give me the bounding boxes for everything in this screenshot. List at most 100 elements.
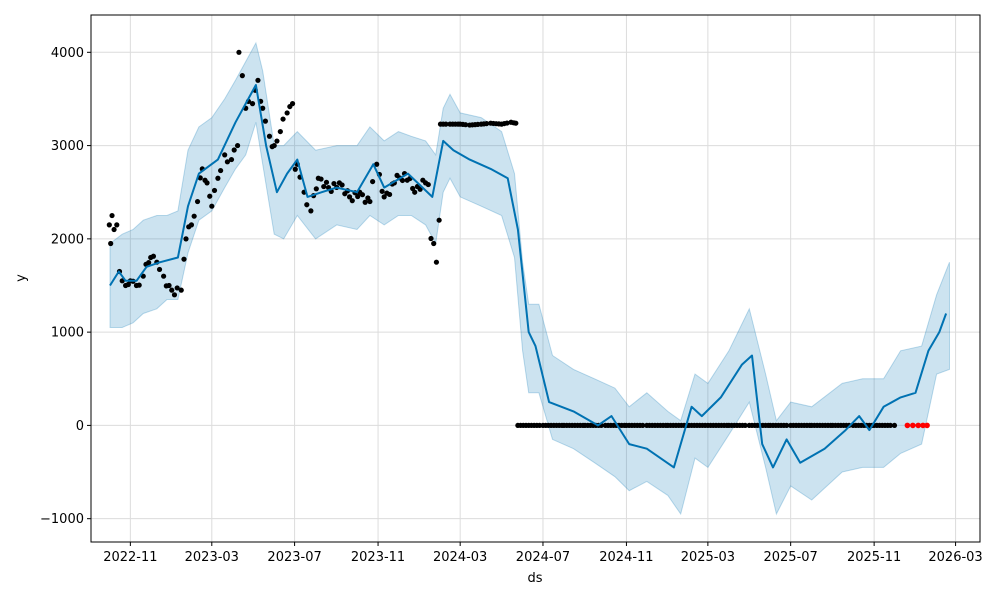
y-tick-label: 0 [76,419,84,434]
future-point [904,422,911,429]
observed-point [211,187,218,194]
observed-point [399,177,406,184]
x-tick-label: 2022-11 [103,550,157,565]
y-tick-label: 3000 [51,139,84,154]
x-tick-label: 2023-11 [351,550,405,565]
observed-point [425,181,431,188]
observed-point [355,193,361,200]
x-axis-label: ds [527,571,542,586]
observed-point [106,222,112,228]
x-tick-label: 2023-03 [185,550,239,565]
observed-point [362,199,368,205]
observed-point [428,235,434,242]
observed-point [274,138,280,144]
future-points [904,422,930,429]
observed-point [280,116,286,122]
observed-point [228,156,235,163]
observed-point [239,73,245,79]
observed-point [156,266,163,273]
forecast-path [109,84,948,469]
observed-point [114,222,120,228]
observed-point [887,422,894,429]
observed-point [136,282,142,288]
observed-point [166,282,172,289]
observed-point [346,194,353,200]
observed-point [289,101,296,107]
observed-point [313,186,319,192]
observed-point [204,180,210,186]
future-point [910,422,916,429]
observed-point [349,198,355,204]
observed-point [484,120,490,127]
observed-point [417,186,423,192]
plot-background [91,15,980,542]
observed-point [249,101,256,107]
observed-point [188,222,195,228]
y-tick-label: 1000 [51,326,84,341]
observed-point [891,422,898,429]
observed-point [304,202,310,208]
future-point [924,422,930,429]
observed-point [321,183,327,190]
y-tick-label: 4000 [51,46,84,61]
future-point [920,422,926,429]
observed-point [367,198,373,205]
observed-point [234,142,241,149]
observed-point [381,194,387,200]
observed-point [181,256,187,262]
observed-point [318,176,324,182]
observed-point [171,292,178,298]
observed-point [194,198,201,205]
observed-point [463,122,469,128]
observed-point [224,159,231,165]
observed-point [111,226,117,233]
observed-point [331,180,337,187]
observed-point [323,179,330,185]
x-axis-ticks: 2022-11 2023-03 2023-07 2023-11 2024-03 2024-… [103,542,983,565]
observed-point [431,240,437,247]
y-axis-ticks: −1000 0 1000 2000 3000 4000 [40,46,91,527]
observed-point [109,212,115,219]
observed-point [108,240,114,247]
observed-point [169,287,175,293]
observed-point [433,259,440,265]
observed-point [161,273,167,279]
x-tick-label: 2025-07 [763,550,817,565]
observed-point [783,422,790,429]
observed-point [308,208,314,214]
observed-point [209,203,215,209]
observed-point [436,217,442,223]
observed-point [178,287,184,293]
observed-point [292,166,298,172]
x-tick-label: 2024-07 [516,550,570,565]
observed-point [183,236,189,242]
uncertainty-interval [109,41,950,516]
observed-point [277,128,283,135]
observed-point [513,120,519,126]
observed-point [222,152,228,158]
observed-point [260,105,266,111]
observed-point [236,49,242,55]
y-tick-label: −1000 [40,512,84,527]
observed-point [191,213,197,219]
future-point [915,422,922,429]
observed-point [412,189,418,195]
forecast-line [109,84,948,469]
observed-point [386,191,393,198]
observed-point [370,178,376,185]
observed-point [284,110,290,116]
observed-point [339,182,345,188]
y-tick-label: 2000 [51,232,84,247]
observed-point [255,77,261,83]
observed-point [271,142,277,149]
observed-point [215,175,221,181]
plot-frame [90,14,981,543]
x-tick-label: 2025-03 [681,550,735,565]
x-tick-label: 2025-11 [847,550,901,565]
observed-point [374,161,380,167]
observed-point [742,422,748,429]
interval-band [109,41,950,516]
observed-point [231,147,237,153]
x-tick-label: 2023-07 [267,550,321,565]
